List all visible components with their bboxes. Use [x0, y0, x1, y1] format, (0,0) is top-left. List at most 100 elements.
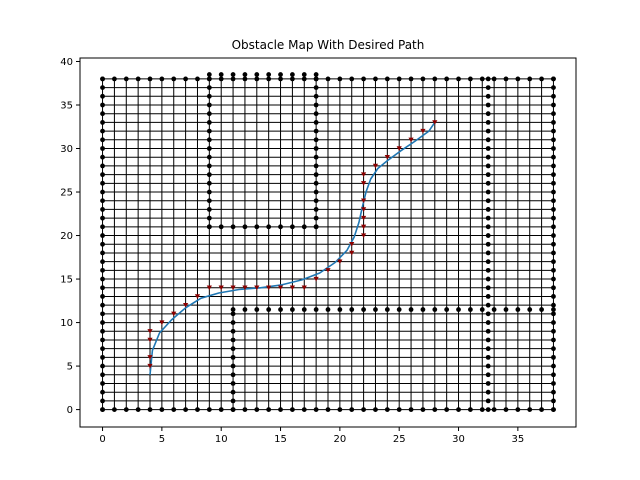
- obstacle-point: [551, 154, 556, 160]
- obstacle-point: [485, 111, 491, 117]
- obstacle-point: [242, 76, 248, 82]
- obstacle-point: [485, 215, 491, 221]
- obstacle-point: [467, 307, 473, 312]
- obstacle-point: [485, 128, 491, 134]
- obstacle-point: [206, 407, 212, 412]
- obstacle-point: [444, 407, 450, 412]
- obstacle-point: [135, 407, 141, 412]
- waypoint-marker: [360, 224, 367, 230]
- obstacle-point: [485, 407, 491, 412]
- waypoint-marker: [147, 329, 153, 334]
- obstacle-point: [100, 363, 105, 369]
- obstacle-point: [551, 381, 556, 386]
- waypoint-marker: [349, 250, 355, 256]
- obstacle-point: [100, 337, 105, 343]
- obstacle-point: [337, 76, 343, 82]
- obstacle-point: [485, 276, 491, 282]
- x-tick-label: 30: [452, 434, 465, 445]
- x-tick-label: 5: [159, 434, 165, 445]
- x-tick-label: 10: [215, 434, 228, 445]
- obstacle-point: [100, 146, 105, 151]
- plot-frame: [79, 57, 577, 428]
- obstacle-point: [100, 120, 105, 125]
- y-tick-label: 30: [60, 144, 73, 155]
- obstacle-point: [278, 224, 283, 230]
- obstacle-point: [218, 76, 224, 82]
- obstacle-point: [230, 398, 236, 404]
- obstacle-point: [100, 224, 105, 230]
- obstacle-point: [254, 407, 260, 412]
- obstacle-point: [485, 354, 491, 360]
- waypoint-marker: [194, 294, 201, 299]
- obstacle-point: [373, 407, 378, 412]
- obstacle-point: [100, 259, 105, 265]
- obstacle-point: [551, 250, 556, 256]
- obstacle-point: [485, 76, 491, 82]
- obstacle-point: [349, 307, 355, 312]
- obstacle-point: [100, 215, 105, 221]
- obstacle-point: [100, 346, 105, 352]
- waypoint-marker: [325, 268, 331, 273]
- obstacle-point: [313, 224, 319, 230]
- obstacle-point: [551, 346, 556, 352]
- obstacle-point: [313, 189, 319, 195]
- obstacle-point: [485, 389, 491, 395]
- obstacle-point: [313, 207, 319, 212]
- obstacle-point: [218, 72, 224, 77]
- obstacle-point: [100, 189, 105, 195]
- obstacle-point: [112, 407, 117, 412]
- obstacle-point: [100, 85, 105, 90]
- obstacle-point: [551, 311, 556, 317]
- waypoint-marker: [266, 285, 272, 291]
- obstacle-point: [242, 72, 248, 77]
- obstacle-point: [325, 307, 331, 312]
- obstacle-point: [254, 76, 260, 82]
- obstacle-point: [230, 407, 236, 412]
- obstacle-grid: [102, 78, 554, 411]
- obstacle-point: [485, 346, 491, 352]
- obstacle-point: [313, 76, 319, 82]
- y-axis-ticks: 0 5 10 15 20 25 30 35 40: [60, 57, 80, 416]
- obstacle-point: [551, 198, 556, 204]
- y-tick-label: 20: [60, 231, 73, 242]
- obstacle-point: [551, 267, 556, 273]
- obstacle-point: [313, 111, 319, 117]
- obstacle-point: [485, 137, 491, 143]
- obstacle-point: [551, 102, 556, 108]
- obstacle-point: [230, 363, 236, 369]
- obstacle-point: [456, 307, 461, 312]
- waypoint-marker: [147, 355, 153, 360]
- obstacle-point: [420, 76, 426, 82]
- obstacle-point: [230, 320, 236, 325]
- obstacle-point: [551, 320, 556, 325]
- obstacle-point: [206, 215, 212, 221]
- obstacle-point: [290, 224, 295, 230]
- waypoint-marker: [360, 233, 367, 238]
- obstacle-point: [396, 307, 402, 312]
- obstacle-point: [551, 328, 556, 334]
- obstacle-point: [100, 93, 105, 99]
- waypoint-marker: [218, 285, 224, 291]
- obstacle-point: [551, 93, 556, 99]
- obstacle-point: [266, 72, 272, 77]
- obstacle-point: [551, 363, 556, 369]
- obstacle-point: [551, 85, 556, 90]
- obstacle-point: [100, 354, 105, 360]
- obstacle-point: [100, 285, 105, 291]
- waypoint-marker: [420, 128, 426, 134]
- obstacle-point: [290, 72, 295, 77]
- obstacle-point: [230, 311, 236, 317]
- obstacle-point: [485, 372, 491, 378]
- obstacle-point: [503, 76, 509, 82]
- obstacle-point: [313, 198, 319, 204]
- obstacle-point: [551, 180, 556, 186]
- obstacle-point: [485, 180, 491, 186]
- obstacle-point: [551, 76, 556, 82]
- obstacle-point: [432, 76, 438, 82]
- obstacle-point: [485, 207, 491, 212]
- obstacle-point: [479, 76, 485, 82]
- obstacle-point: [100, 180, 105, 186]
- obstacle-point: [485, 294, 491, 299]
- obstacle-point: [100, 76, 105, 82]
